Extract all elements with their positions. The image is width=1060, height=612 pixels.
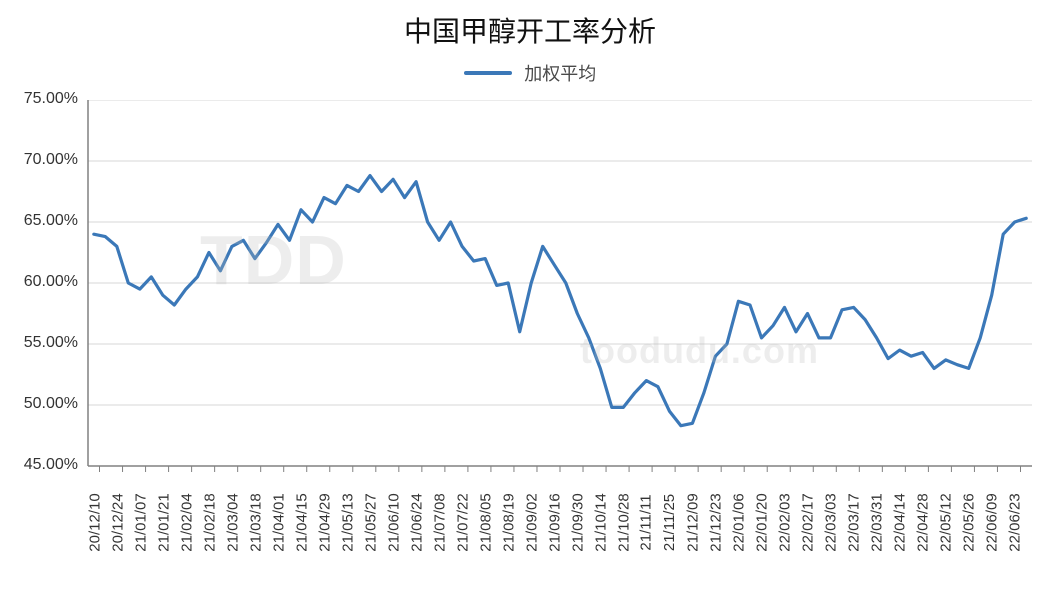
x-axis-tick: 22/02/17 xyxy=(800,493,817,551)
x-axis-tick: 21/04/15 xyxy=(293,493,310,551)
y-axis-tick: 55.00% xyxy=(8,334,78,352)
x-axis-tick: 21/03/18 xyxy=(247,493,264,551)
x-axis-tick: 21/05/13 xyxy=(339,493,356,551)
x-axis-tick: 21/07/08 xyxy=(432,493,449,551)
x-axis-tick: 21/09/30 xyxy=(570,493,587,551)
x-axis-tick: 20/12/10 xyxy=(86,493,103,551)
x-axis-tick: 21/11/25 xyxy=(661,494,678,551)
x-axis-tick: 21/10/14 xyxy=(593,493,610,551)
x-axis-tick: 21/09/02 xyxy=(524,493,541,551)
x-axis-tick: 21/02/18 xyxy=(201,493,218,551)
x-axis-tick: 22/03/31 xyxy=(869,493,886,551)
x-axis-tick: 21/01/21 xyxy=(155,493,172,551)
x-axis-tick: 21/10/28 xyxy=(616,493,633,551)
x-axis-tick: 22/02/03 xyxy=(777,493,794,551)
y-axis-tick: 75.00% xyxy=(8,90,78,108)
y-axis-tick: 45.00% xyxy=(8,456,78,474)
x-axis-tick: 22/01/06 xyxy=(731,493,748,551)
x-axis-tick: 22/04/28 xyxy=(915,493,932,551)
x-axis-tick: 21/01/07 xyxy=(132,493,149,551)
y-axis-tick: 60.00% xyxy=(8,273,78,291)
x-axis-tick: 21/08/05 xyxy=(478,493,495,551)
x-axis-tick: 21/04/01 xyxy=(270,493,287,551)
y-axis-tick: 50.00% xyxy=(8,395,78,413)
x-axis-tick: 21/11/11 xyxy=(638,494,655,550)
series-line xyxy=(94,176,1026,426)
x-axis-tick: 21/06/24 xyxy=(409,493,426,551)
x-axis-tick: 21/02/04 xyxy=(178,493,195,551)
x-axis-tick: 21/12/09 xyxy=(685,493,702,551)
x-axis-tick: 21/06/10 xyxy=(386,493,403,551)
x-axis-tick: 21/03/04 xyxy=(224,493,241,551)
y-axis-tick: 65.00% xyxy=(8,212,78,230)
x-axis-tick: 21/04/29 xyxy=(316,493,333,551)
legend: 加权平均 xyxy=(0,60,1060,86)
x-axis-tick: 22/05/12 xyxy=(938,493,955,551)
x-axis-tick: 21/12/23 xyxy=(708,493,725,551)
x-axis-tick: 22/01/20 xyxy=(754,493,771,551)
x-axis-tick: 21/08/19 xyxy=(501,493,518,551)
chart-title: 中国甲醇开工率分析 xyxy=(0,10,1060,50)
x-axis-tick: 20/12/24 xyxy=(109,493,126,551)
legend-swatch xyxy=(464,71,512,75)
legend-label: 加权平均 xyxy=(524,60,596,86)
x-axis-tick: 22/06/23 xyxy=(1007,493,1024,551)
x-axis-tick: 22/04/14 xyxy=(892,493,909,551)
x-axis-tick: 22/06/09 xyxy=(984,493,1001,551)
x-axis-tick: 21/09/16 xyxy=(547,493,564,551)
x-axis-tick: 22/05/26 xyxy=(961,493,978,551)
x-axis-tick: 21/07/22 xyxy=(455,493,472,551)
x-axis-tick: 22/03/17 xyxy=(846,493,863,551)
x-axis-tick: 22/03/03 xyxy=(823,493,840,551)
x-axis-tick: 21/05/27 xyxy=(362,493,379,551)
y-axis-tick: 70.00% xyxy=(8,151,78,169)
